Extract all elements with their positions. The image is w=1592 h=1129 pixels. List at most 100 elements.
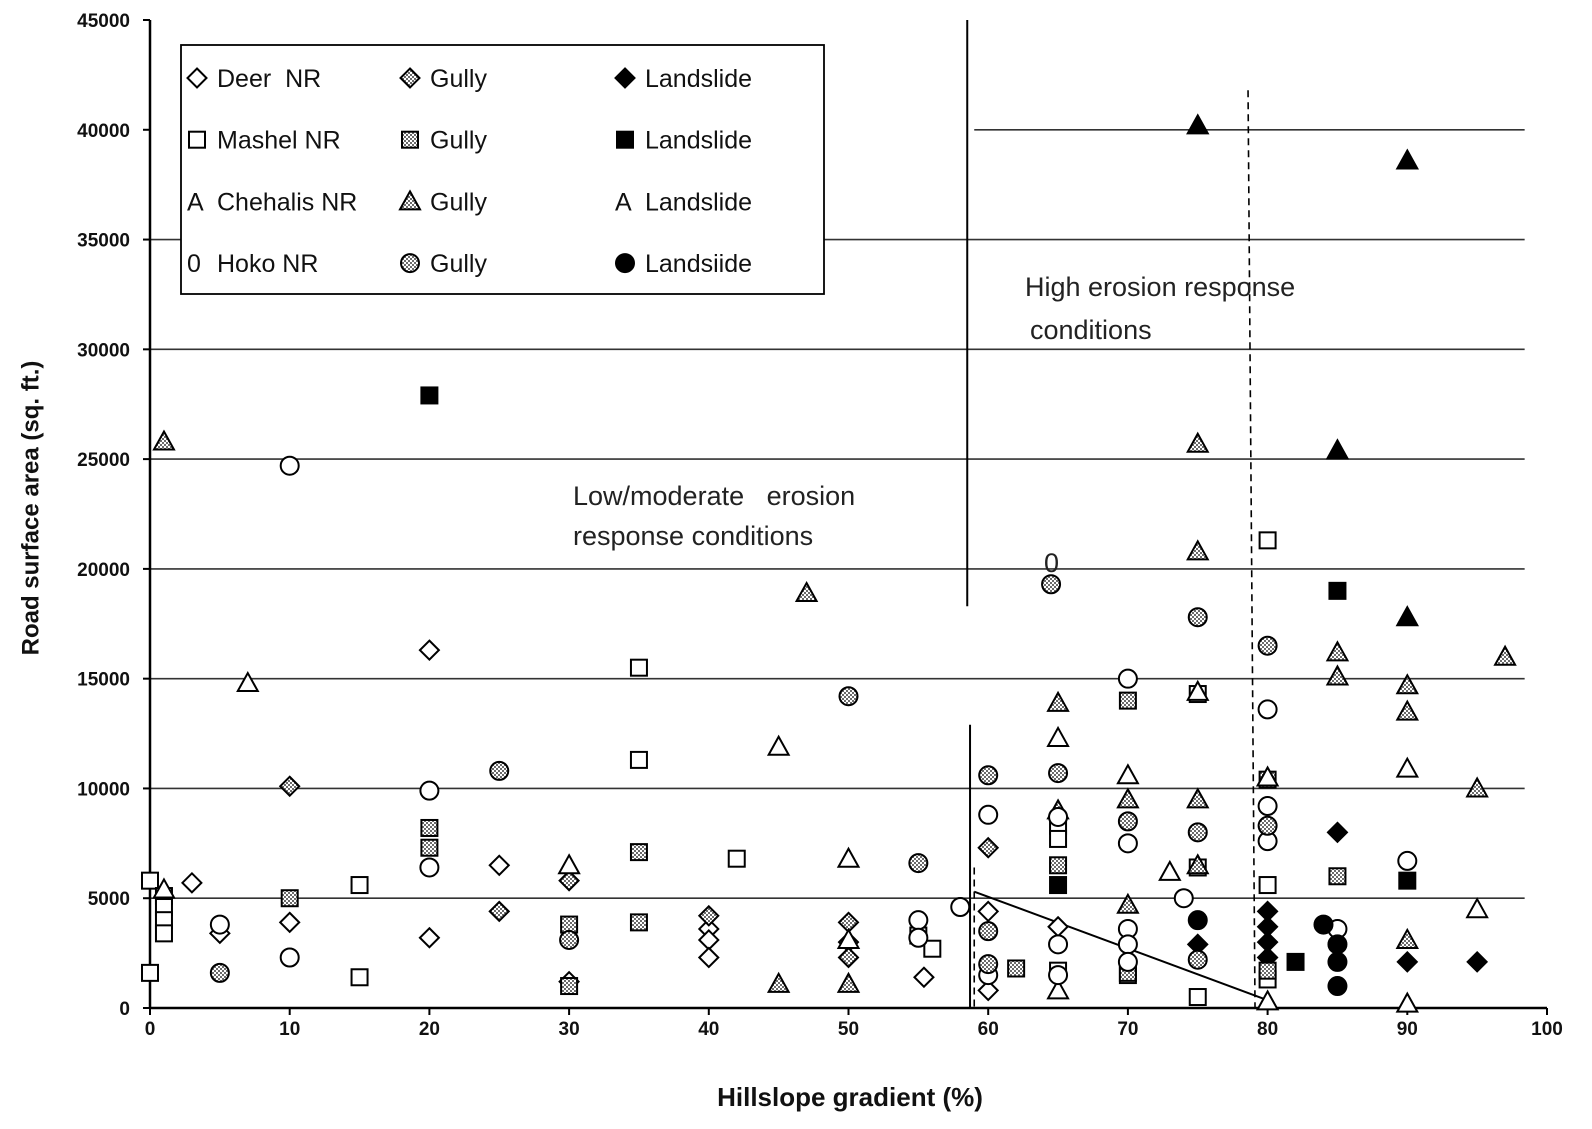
data-point-square-open — [1188, 988, 1207, 1007]
data-point-triangle-open — [1395, 756, 1419, 778]
data-point-diamond-hatched — [977, 836, 1000, 859]
legend-prefix: A — [187, 188, 204, 216]
series-circle-hatched — [209, 574, 1278, 983]
data-point-circle-hatched — [1187, 949, 1208, 970]
y-tick-label: 30000 — [77, 340, 130, 361]
data-point-diamond-open — [977, 979, 1000, 1002]
y-tick-label: 15000 — [77, 670, 130, 691]
legend-label: Landslide — [645, 127, 752, 155]
data-point-triangle-open — [1395, 991, 1419, 1013]
data-point-circle-hatched — [838, 686, 859, 707]
data-point-square-filled — [1328, 581, 1347, 600]
y-tick-label: 20000 — [77, 560, 130, 581]
data-point-circle-open — [209, 914, 230, 935]
data-point-circle-open — [1117, 668, 1138, 689]
legend-item: Gully — [400, 250, 487, 278]
y-tick-label: 40000 — [77, 121, 130, 142]
data-point-triangle-hatched — [1395, 927, 1419, 949]
series-circle-open — [209, 455, 1418, 986]
data-point-square-open — [1258, 531, 1277, 550]
data-point-circle-open — [1117, 951, 1138, 972]
x-tick-label: 50 — [838, 1019, 859, 1040]
data-point-diamond-hatched — [278, 775, 301, 798]
data-point-triangle-open — [836, 927, 861, 949]
data-point-circle-open — [1117, 833, 1138, 854]
data-point-circle-open — [1048, 806, 1069, 827]
boundary-line — [1247, 90, 1256, 1009]
data-point-circle-open — [1397, 850, 1418, 871]
data-point-square-open — [923, 939, 942, 958]
data-point-diamond-filled — [1396, 950, 1419, 973]
data-point-square-open — [1049, 829, 1068, 848]
data-point-circle-hatched — [1041, 574, 1062, 595]
data-point-triangle-hatched — [1325, 640, 1350, 662]
legend-label: Gully — [430, 188, 487, 216]
data-point-square-hatched — [1258, 961, 1277, 980]
data-point-circle-open — [1048, 934, 1069, 955]
x-axis-title: Hillslope gradient (%) — [717, 1082, 983, 1112]
legend-item: Landslide — [614, 65, 752, 93]
legend-item: 0 Hoko NR — [187, 250, 318, 278]
legend-marker-circle-filled — [615, 253, 635, 274]
data-point-circle-hatched — [209, 962, 230, 983]
data-point-circle-hatched — [489, 760, 510, 781]
legend-label: Gully — [430, 65, 487, 93]
axes: Hillslope gradient (%) Road surface area… — [17, 11, 1563, 1112]
data-points — [141, 113, 1517, 1013]
legend-marker-diamond-open — [186, 67, 208, 89]
data-point-circle-filled — [1187, 910, 1208, 931]
data-point-diamond-open — [697, 929, 720, 951]
data-point-circle-hatched — [1257, 815, 1278, 836]
y-tick-label: 25000 — [77, 450, 130, 471]
data-point-square-hatched — [1328, 867, 1347, 886]
data-point-square-hatched — [629, 843, 648, 862]
legend-label: Gully — [430, 250, 487, 278]
data-point-triangle-hatched — [1116, 892, 1140, 914]
data-point-circle-filled — [1327, 934, 1348, 955]
data-point-triangle-hatched — [1395, 673, 1419, 695]
legend-prefix: A — [615, 188, 632, 216]
data-point-triangle-open — [1186, 679, 1210, 701]
data-point-triangle-open — [557, 853, 581, 875]
data-point-triangle-hatched — [1186, 431, 1210, 453]
data-point-circle-open — [908, 927, 929, 948]
data-point-triangle-filled — [1325, 438, 1350, 460]
data-point-circle-hatched — [978, 765, 999, 786]
legend-label: Landslide — [645, 65, 752, 93]
data-point-triangle-open — [236, 670, 260, 693]
x-tick-label: 80 — [1257, 1019, 1278, 1040]
series-triangle-hatched — [152, 429, 1517, 993]
data-point-triangle-hatched — [836, 971, 861, 993]
data-point-square-filled — [1049, 876, 1068, 895]
data-point-triangle-filled — [1186, 113, 1210, 135]
y-axis-title: Road surface area (sq. ft.) — [17, 361, 44, 656]
x-tick-label: 10 — [279, 1019, 300, 1040]
data-point-square-hatched — [420, 818, 439, 837]
legend-label: Chehalis NR — [217, 188, 357, 216]
data-point-square-hatched — [629, 913, 648, 932]
data-point-square-filled — [420, 386, 439, 405]
legend-marker-square-filled — [616, 130, 634, 149]
data-point-square-filled — [1398, 871, 1417, 890]
data-point-circle-open — [908, 910, 929, 931]
data-point-diamond-hatched — [488, 900, 511, 923]
data-point-circle-open — [950, 897, 971, 918]
data-point-diamond-open — [977, 900, 1000, 923]
data-point-triangle-open — [836, 846, 861, 868]
legend-label: Landslide — [645, 188, 752, 216]
series-square-hatched — [280, 691, 1347, 996]
data-point-triangle-open — [1465, 897, 1489, 919]
data-point-circle-hatched — [1048, 763, 1069, 784]
x-tick-label: 60 — [978, 1019, 999, 1040]
legend-prefix: 0 — [187, 250, 201, 278]
data-point-triangle-hatched — [1493, 644, 1517, 666]
series-triangle-filled — [1186, 113, 1419, 627]
data-point-triangle-hatched — [1395, 699, 1419, 721]
data-point-square-open — [141, 871, 159, 890]
data-point-triangle-open — [1158, 859, 1182, 881]
legend-item: Gully — [399, 65, 487, 93]
x-tick-label: 100 — [1531, 1019, 1563, 1040]
x-tick-label: 90 — [1397, 1019, 1418, 1040]
data-point-circle-open — [419, 857, 440, 878]
data-point-circle-hatched — [559, 929, 580, 950]
